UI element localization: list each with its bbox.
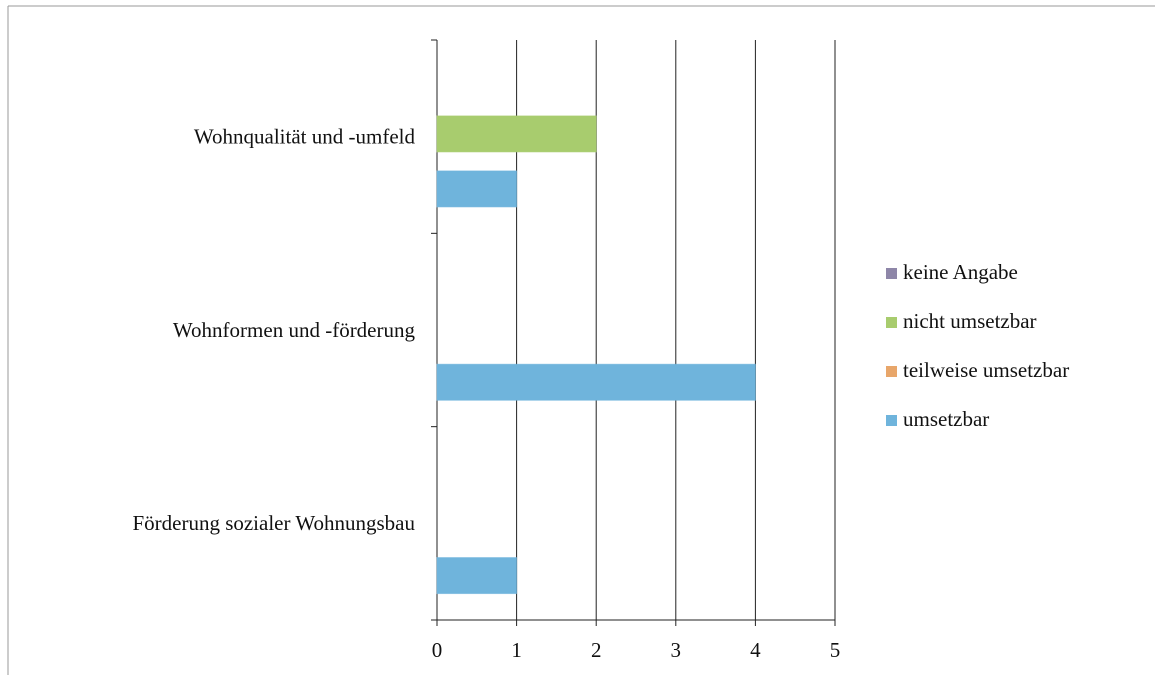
x-tick-label: 3 xyxy=(671,638,682,662)
x-tick-label: 1 xyxy=(511,638,522,662)
legend-label: umsetzbar xyxy=(903,407,989,431)
legend-label: teilweise umsetzbar xyxy=(903,358,1069,382)
x-tick-label: 2 xyxy=(591,638,602,662)
legend-label: keine Angabe xyxy=(903,260,1018,284)
bar xyxy=(436,170,518,208)
x-tick-label: 5 xyxy=(830,638,841,662)
legend-swatch xyxy=(886,366,897,377)
legend-swatch xyxy=(886,415,897,426)
bar xyxy=(436,115,597,153)
y-tick-label: Förderung sozialer Wohnungsbau xyxy=(132,511,415,535)
y-tick-label: Wohnformen und -förderung xyxy=(173,318,416,342)
legend-label: nicht umsetzbar xyxy=(903,309,1037,333)
legend-swatch xyxy=(886,317,897,328)
bar xyxy=(436,363,756,401)
y-tick-label: Wohnqualität und -umfeld xyxy=(194,124,416,148)
bar xyxy=(436,557,518,595)
x-tick-label: 0 xyxy=(432,638,443,662)
x-tick-label: 4 xyxy=(750,638,761,662)
legend-swatch xyxy=(886,268,897,279)
